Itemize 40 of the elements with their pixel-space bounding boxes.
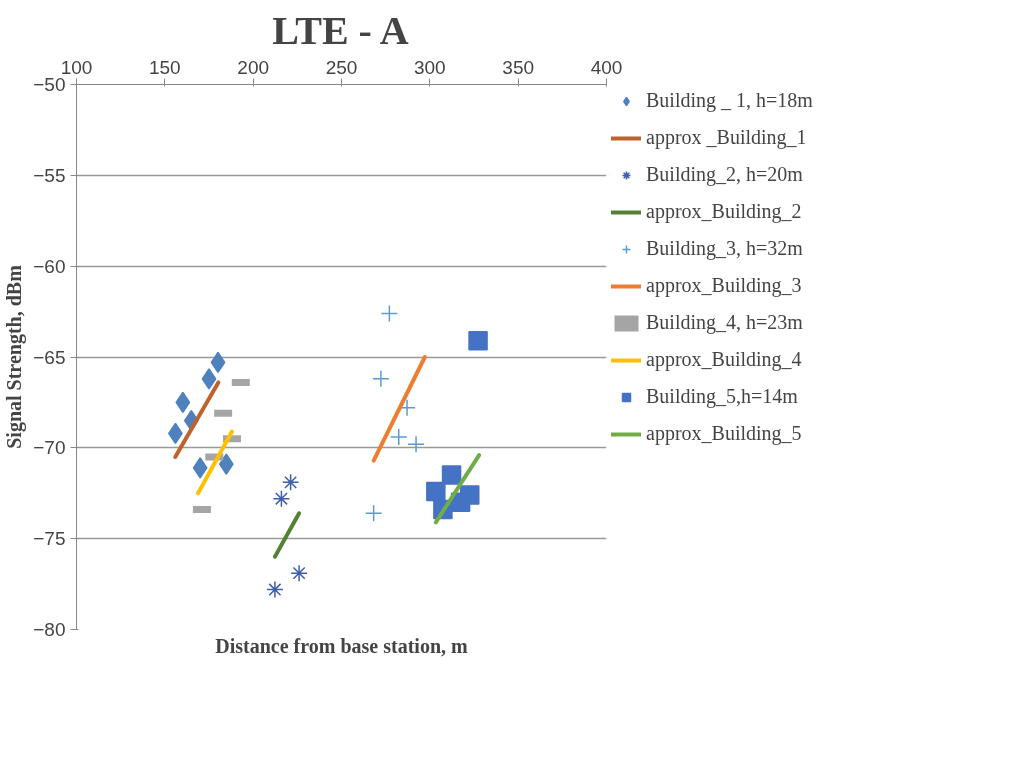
point xyxy=(192,457,208,479)
legend-label: Building_4, h=23m xyxy=(646,311,803,334)
point xyxy=(364,504,383,522)
x-tick-label: 250 xyxy=(325,56,358,78)
point xyxy=(426,481,446,502)
legend-label: Building _ 1, h=18m xyxy=(646,89,813,112)
x-axis-title: Distance from base station, m xyxy=(215,634,469,657)
y-tick-label: −70 xyxy=(33,437,66,459)
point xyxy=(266,580,284,599)
point xyxy=(272,489,291,508)
point xyxy=(441,465,462,485)
point xyxy=(380,304,399,323)
y-tick-label: −65 xyxy=(33,346,66,368)
legend-label: approx_Building_5 xyxy=(646,422,802,445)
x-tick-label: 150 xyxy=(148,56,181,78)
chart-title: LTE - A xyxy=(272,7,409,53)
point xyxy=(468,330,488,351)
legend-label: Building_2, h=20m xyxy=(646,163,803,186)
point xyxy=(218,453,234,475)
y-tick-label: −80 xyxy=(33,619,66,640)
legend-label: approx_Building_2 xyxy=(646,200,802,223)
legend-label: approx_Building_4 xyxy=(646,348,802,371)
legend-label: Building_3, h=32m xyxy=(646,237,803,260)
point xyxy=(281,473,300,492)
legend-label: approx _Building_1 xyxy=(646,126,807,149)
x-tick-label: 300 xyxy=(413,56,446,78)
x-tick-label: 350 xyxy=(502,56,535,78)
legend-label: Building_5,h=14m xyxy=(646,385,798,408)
y-tick-label: −60 xyxy=(33,255,66,277)
x-tick-label: 400 xyxy=(590,56,623,78)
y-tick-label: −75 xyxy=(33,528,66,550)
point xyxy=(290,564,308,582)
legend-label: approx_Building_3 xyxy=(646,274,802,297)
x-tick-label: 200 xyxy=(237,56,270,78)
point xyxy=(389,428,408,446)
point xyxy=(372,370,390,388)
point xyxy=(407,435,425,453)
y-tick-label: −55 xyxy=(33,164,66,186)
point xyxy=(201,368,217,390)
y-axis-title: Signal Strength, dBm xyxy=(3,264,27,449)
